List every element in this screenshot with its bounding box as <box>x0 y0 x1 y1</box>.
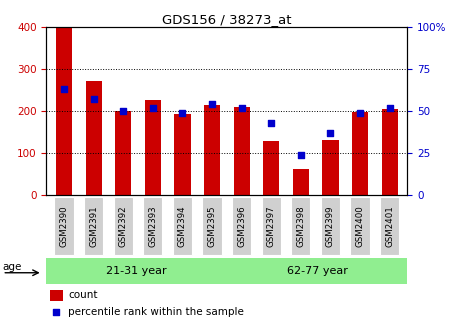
Text: GSM2394: GSM2394 <box>178 205 187 247</box>
Point <box>327 130 334 135</box>
Point <box>386 105 394 110</box>
Text: age: age <box>2 262 22 272</box>
Text: GSM2399: GSM2399 <box>326 205 335 247</box>
Text: GSM2398: GSM2398 <box>296 205 306 247</box>
Text: GSM2396: GSM2396 <box>237 205 246 247</box>
FancyBboxPatch shape <box>350 197 369 255</box>
Text: GSM2393: GSM2393 <box>148 205 157 247</box>
Text: GSM2401: GSM2401 <box>385 205 394 247</box>
FancyBboxPatch shape <box>143 197 163 255</box>
FancyBboxPatch shape <box>173 197 192 255</box>
FancyBboxPatch shape <box>262 197 281 255</box>
Point <box>297 152 305 157</box>
Point <box>119 108 127 114</box>
FancyBboxPatch shape <box>291 197 311 255</box>
Bar <box>86 81 102 195</box>
FancyBboxPatch shape <box>113 197 133 255</box>
Bar <box>145 100 161 195</box>
Point <box>179 110 186 115</box>
FancyBboxPatch shape <box>202 197 222 255</box>
Bar <box>233 107 250 195</box>
Bar <box>352 112 368 195</box>
Point <box>268 120 275 125</box>
FancyBboxPatch shape <box>321 197 340 255</box>
Text: GSM2391: GSM2391 <box>89 205 98 247</box>
Point <box>90 96 97 102</box>
Bar <box>204 104 220 195</box>
Point <box>149 105 156 110</box>
Point <box>208 101 216 107</box>
FancyBboxPatch shape <box>46 258 227 284</box>
Bar <box>293 169 309 195</box>
Text: GSM2397: GSM2397 <box>267 205 276 247</box>
Title: GDS156 / 38273_at: GDS156 / 38273_at <box>162 13 292 26</box>
FancyBboxPatch shape <box>380 197 399 255</box>
Point <box>238 105 245 110</box>
Bar <box>382 109 398 195</box>
Text: GSM2395: GSM2395 <box>207 205 217 247</box>
FancyBboxPatch shape <box>55 197 74 255</box>
Text: GSM2392: GSM2392 <box>119 205 128 247</box>
Point <box>52 309 59 314</box>
Text: GSM2400: GSM2400 <box>356 205 364 247</box>
Text: percentile rank within the sample: percentile rank within the sample <box>68 307 244 317</box>
Bar <box>322 140 338 195</box>
Bar <box>115 111 131 195</box>
Bar <box>263 141 279 195</box>
FancyBboxPatch shape <box>227 258 407 284</box>
Text: GSM2390: GSM2390 <box>60 205 69 247</box>
Bar <box>50 290 63 301</box>
Bar <box>175 114 191 195</box>
Point <box>60 86 68 92</box>
FancyBboxPatch shape <box>84 197 103 255</box>
Bar <box>56 27 72 195</box>
Text: count: count <box>68 290 98 300</box>
FancyBboxPatch shape <box>232 197 251 255</box>
Text: 62-77 year: 62-77 year <box>287 266 348 276</box>
Point <box>357 110 364 115</box>
Text: 21-31 year: 21-31 year <box>106 266 167 276</box>
